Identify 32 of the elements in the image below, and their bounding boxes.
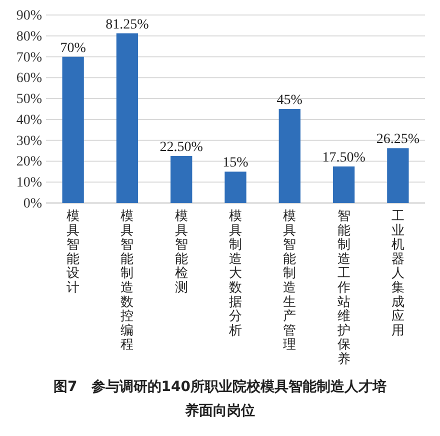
category-label: 工业机器人集成应用 (391, 209, 404, 338)
y-tick-label: 30% (16, 134, 42, 149)
y-tick-label: 70% (16, 50, 42, 66)
y-tick-label: 20% (16, 154, 42, 170)
data-label: 15% (222, 156, 249, 171)
y-tick-label: 10% (16, 176, 42, 191)
data-label: 22.50% (160, 140, 204, 155)
y-tick-label: 50% (16, 92, 42, 108)
bar (170, 156, 192, 203)
data-label: 17.50% (322, 150, 366, 166)
category-label: 智能制造工作站维护保养 (337, 209, 350, 367)
x-tick-label: 模具智能设计 (66, 209, 80, 296)
bar (332, 166, 355, 203)
y-tick-label: 90% (16, 8, 42, 24)
category-label: 模具智能制造数控编程 (120, 209, 134, 353)
bar (387, 148, 409, 203)
data-label: 81.25% (106, 17, 150, 32)
bar (224, 172, 246, 203)
data-label: 45% (276, 93, 303, 108)
y-tick-label: 60% (16, 71, 42, 86)
category-label: 模具智能制造生产管理 (283, 209, 296, 353)
y-tick-label: 40% (16, 112, 42, 128)
y-tick-label: 80% (16, 29, 42, 44)
category-label: 模具制造大数据分析 (229, 209, 242, 338)
x-tick-label: 模具智能检测 (174, 209, 188, 296)
data-label: 70% (60, 40, 86, 56)
bar (116, 33, 138, 203)
text: 图7 参与调研的140所职业院校模具智能制造人才培养面向岗位 (54, 378, 386, 419)
y-tick-label: 0% (23, 196, 42, 212)
data-label: 26.25% (376, 132, 420, 148)
bar (62, 56, 84, 203)
bar (278, 109, 300, 203)
